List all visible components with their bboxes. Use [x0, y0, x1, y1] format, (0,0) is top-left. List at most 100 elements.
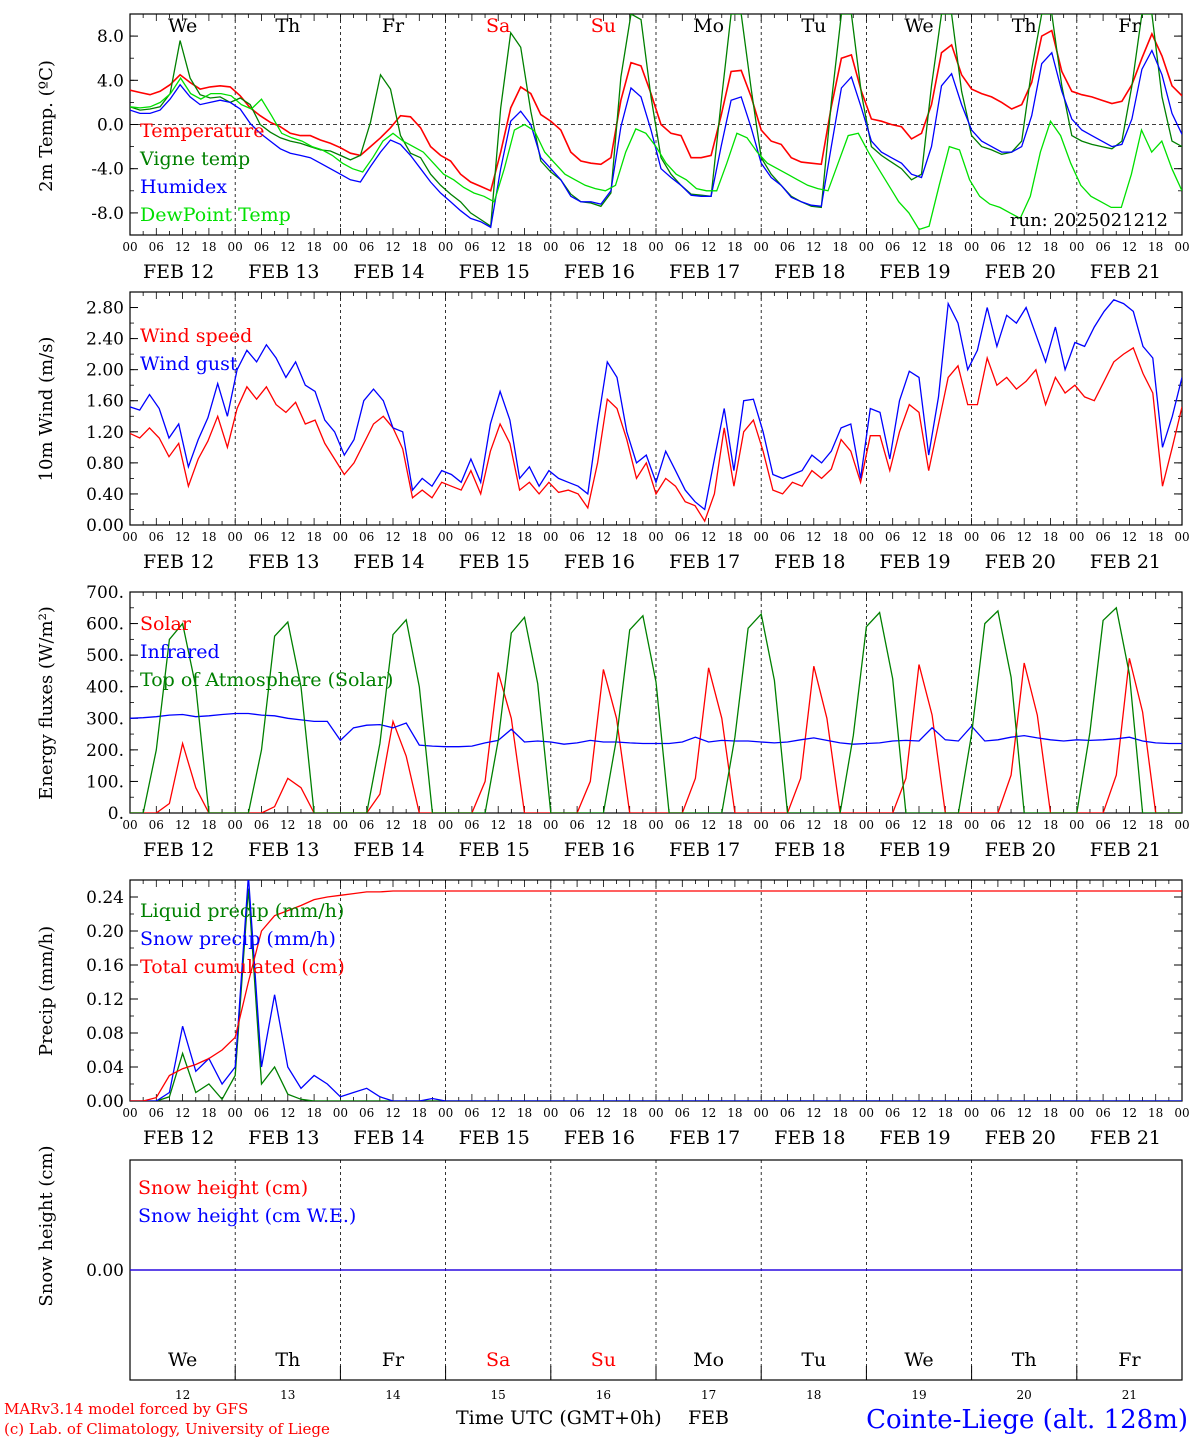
hour-tick-label: 00 [859, 240, 874, 254]
hour-tick-label: 18 [727, 1106, 742, 1120]
hour-tick-label: 06 [569, 1106, 584, 1120]
series-line-1 [130, 14, 1182, 228]
series-line-1 [130, 880, 1182, 1101]
hour-tick-label: 00 [122, 530, 137, 544]
date-label: FEB 19 [879, 839, 950, 861]
hour-tick-label: 12 [280, 530, 295, 544]
day-name: Th [275, 15, 300, 37]
hour-tick-label: 00 [1174, 1106, 1189, 1120]
hour-tick-label: 18 [517, 1106, 532, 1120]
hour-tick-label: 06 [1095, 818, 1110, 832]
hour-tick-label: 06 [780, 818, 795, 832]
hour-tick-label: 06 [359, 530, 374, 544]
panel-1: 8.0 4.0 0.0 -4.0 -8.0 2m Temp. (ºC) Temperatur… [36, 13, 1190, 283]
hour-tick-label: 12 [806, 1106, 821, 1120]
hour-tick-label: 18 [201, 818, 216, 832]
y-tick-label: 0.04 [86, 1058, 124, 1078]
date-label: FEB 16 [564, 839, 635, 861]
model-credit: MARv3.14 model forced by GFS [4, 1400, 248, 1418]
hour-tick-label: 18 [306, 530, 321, 544]
y-tick-label: 1.60 [86, 392, 124, 412]
hour-tick-label: 06 [464, 818, 479, 832]
hour-tick-label: 18 [832, 530, 847, 544]
y-tick-label: 0.20 [86, 922, 124, 942]
series-line-0 [130, 658, 1182, 813]
hour-tick-label: 00 [333, 818, 348, 832]
hour-tick-label: 12 [385, 530, 400, 544]
hour-tick-label: 06 [569, 530, 584, 544]
legend-entry: Solar [140, 613, 192, 635]
hour-tick-label: 18 [1148, 530, 1163, 544]
hour-tick-label: 06 [149, 240, 164, 254]
hour-tick-label: 18 [938, 818, 953, 832]
hour-tick-label: 00 [122, 1106, 137, 1120]
date-label: FEB 21 [1090, 551, 1161, 573]
hour-tick-label: 18 [412, 1106, 427, 1120]
day-name: Tu [801, 1349, 826, 1371]
day-name: Sa [486, 15, 510, 37]
hour-tick-label: 06 [675, 530, 690, 544]
day-number: 12 [175, 1388, 190, 1402]
panel-5: 0.00 Snow height (cm) Snow height (cm) Snow… [36, 1145, 1183, 1381]
date-label: FEB 12 [143, 261, 214, 283]
hour-tick-label: 00 [1069, 240, 1084, 254]
series-line-0 [130, 346, 1182, 523]
hour-tick-label: 00 [333, 530, 348, 544]
panel-3: 700. 600. 500. 400. 300. 200. 100. 0. Energy flu… [36, 583, 1190, 861]
series-line-2 [130, 48, 1182, 229]
hour-tick-label: 06 [569, 240, 584, 254]
hour-tick-label: 18 [1148, 240, 1163, 254]
month-label: FEB [688, 1407, 729, 1429]
hour-tick-label: 18 [1043, 530, 1058, 544]
legend-entry: Vigne temp [139, 148, 250, 170]
y-tick-label: 400. [86, 678, 124, 698]
hour-tick-label: 06 [885, 1106, 900, 1120]
hour-tick-label: 06 [254, 240, 269, 254]
y-tick-label: 300. [86, 709, 124, 729]
date-label: FEB 20 [985, 839, 1056, 861]
day-number: 13 [280, 1388, 295, 1402]
hour-tick-label: 06 [675, 818, 690, 832]
hour-tick-label: 00 [754, 530, 769, 544]
y-tick-label: 600. [86, 615, 124, 635]
hour-tick-label: 06 [990, 818, 1005, 832]
hour-tick-label: 06 [569, 818, 584, 832]
legend-entry: Temperature [140, 120, 264, 142]
hour-tick-label: 00 [543, 240, 558, 254]
series-line-0 [130, 888, 1182, 1101]
hour-tick-label: 18 [938, 530, 953, 544]
hour-tick-label: 18 [832, 240, 847, 254]
hour-tick-label: 12 [385, 818, 400, 832]
hour-tick-label: 06 [675, 240, 690, 254]
legend-entry: DewPoint Temp [140, 204, 291, 226]
hour-tick-label: 06 [780, 530, 795, 544]
y-tick-label: 2.00 [86, 361, 124, 381]
hour-tick-label: 18 [1148, 1106, 1163, 1120]
hour-tick-label: 12 [280, 240, 295, 254]
hour-tick-label: 12 [596, 240, 611, 254]
hour-tick-label: 00 [228, 530, 243, 544]
date-label: FEB 13 [248, 839, 319, 861]
hour-tick-label: 18 [832, 818, 847, 832]
date-label: FEB 17 [669, 551, 740, 573]
hour-tick-label: 12 [596, 530, 611, 544]
hour-tick-label: 06 [1095, 1106, 1110, 1120]
y-tick-label: 0.80 [86, 454, 124, 474]
day-name: Fr [1118, 1349, 1141, 1371]
y-tick-label: 0.12 [86, 990, 124, 1010]
y-tick-label: 2.80 [86, 299, 124, 319]
hour-tick-label: 18 [1043, 818, 1058, 832]
hour-tick-label: 06 [990, 530, 1005, 544]
day-number: 18 [806, 1388, 821, 1402]
legend-entry: Infrared [140, 641, 220, 663]
y-tick-label: 200. [86, 741, 124, 761]
y-tick-label: 0.40 [86, 485, 124, 505]
copyright: (c) Lab. of Climatology, University of L… [4, 1420, 330, 1438]
day-name: Mo [693, 1349, 724, 1371]
date-label: FEB 14 [353, 839, 424, 861]
hour-tick-label: 06 [1095, 530, 1110, 544]
station-name: Cointe-Liege (alt. 128m) [866, 1405, 1188, 1435]
day-number: 20 [1017, 1388, 1032, 1402]
day-name: Mo [693, 15, 724, 37]
hour-tick-label: 06 [149, 530, 164, 544]
